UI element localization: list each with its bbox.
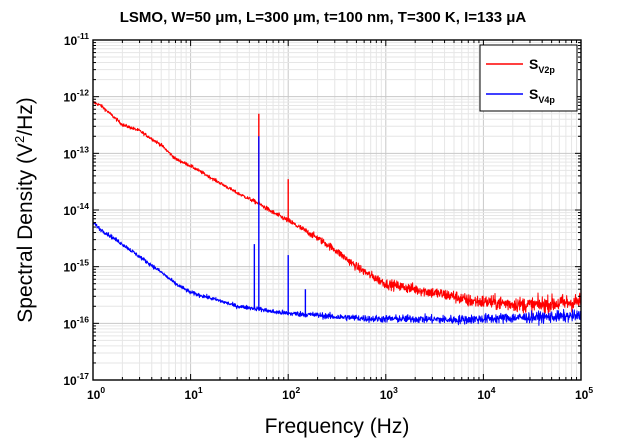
legend-label-v4p: SV4p	[529, 86, 555, 105]
y-tick-label: 10-16	[63, 314, 89, 331]
x-axis-label: Frequency (Hz)	[265, 415, 410, 438]
y-tick-label: 10-11	[64, 31, 89, 48]
y-axis-label-start: Spectral Density (V	[14, 143, 37, 323]
y-tick-labels: 10-11 10-12 10-13 10-14 10-15 10-16 10-17	[63, 31, 89, 388]
x-tick-label: 104	[477, 385, 495, 402]
y-tick-label: 10-13	[63, 144, 89, 161]
x-tick-label: 101	[185, 385, 203, 402]
legend-label-v2p-name: S	[529, 56, 538, 72]
legend-label-v4p-sub: V4p	[538, 95, 555, 105]
legend-label-v4p-name: S	[529, 86, 538, 102]
y-tick-label: 10-15	[63, 258, 89, 275]
legend-label-v2p: SV2p	[529, 56, 555, 75]
x-tick-labels: 100 101 102 103 104 105	[87, 385, 593, 402]
legend-label-v2p-sub: V2p	[538, 65, 555, 75]
y-tick-label: 10-12	[63, 88, 89, 105]
y-axis-label: Spectral Density (V2/Hz)	[12, 97, 37, 322]
x-tick-label: 103	[380, 385, 398, 402]
y-axis-label-end: /Hz)	[14, 97, 37, 136]
x-tick-label: 105	[575, 385, 593, 402]
series-line-v2p	[92, 100, 582, 316]
legend: SV2p SV4p	[479, 44, 578, 112]
x-tick-label: 100	[87, 385, 105, 402]
chart-title: LSMO, W=50 μm, L=300 μm, t=100 nm, T=300…	[120, 9, 527, 26]
y-tick-label: 10-17	[63, 371, 89, 388]
legend-box	[479, 44, 578, 112]
series-layer	[92, 100, 582, 326]
y-tick-label: 10-14	[63, 201, 89, 218]
y-axis-label-sup: 2	[12, 136, 27, 143]
x-tick-label: 102	[282, 385, 300, 402]
series-line-v4p	[92, 220, 582, 326]
axis-ticks	[92, 40, 581, 381]
